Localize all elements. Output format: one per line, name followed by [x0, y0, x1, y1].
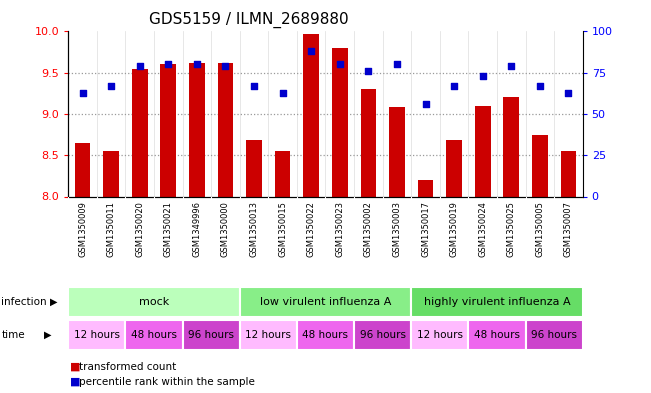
- Text: 12 hours: 12 hours: [74, 330, 120, 340]
- Point: [135, 63, 145, 69]
- Text: highly virulent influenza A: highly virulent influenza A: [424, 297, 570, 307]
- Bar: [446, 140, 462, 196]
- Bar: [104, 151, 119, 196]
- Text: GSM1350019: GSM1350019: [450, 201, 458, 257]
- Point: [477, 73, 488, 79]
- Text: ▶: ▶: [44, 330, 51, 340]
- Text: GSM1350022: GSM1350022: [307, 201, 316, 257]
- Point: [534, 83, 545, 89]
- Bar: [297, 320, 354, 350]
- Text: GDS5159 / ILMN_2689880: GDS5159 / ILMN_2689880: [148, 12, 348, 28]
- Text: ▶: ▶: [50, 297, 58, 307]
- Point: [392, 61, 402, 68]
- Text: GSM1350009: GSM1350009: [78, 201, 87, 257]
- Point: [506, 63, 516, 69]
- Bar: [132, 68, 148, 196]
- Bar: [332, 48, 348, 196]
- Point: [191, 61, 202, 68]
- Bar: [354, 320, 411, 350]
- Text: GSM1350013: GSM1350013: [249, 201, 258, 257]
- Text: 48 hours: 48 hours: [131, 330, 177, 340]
- Bar: [475, 106, 490, 196]
- Point: [220, 63, 230, 69]
- Bar: [246, 140, 262, 196]
- Text: GSM1350003: GSM1350003: [393, 201, 402, 257]
- Point: [335, 61, 345, 68]
- Text: GSM1350002: GSM1350002: [364, 201, 373, 257]
- Point: [449, 83, 459, 89]
- Bar: [217, 63, 233, 196]
- Text: mock: mock: [139, 297, 169, 307]
- Text: transformed count: transformed count: [79, 362, 176, 372]
- Text: 96 hours: 96 hours: [359, 330, 406, 340]
- Bar: [189, 63, 205, 196]
- Bar: [275, 151, 290, 196]
- Bar: [303, 34, 319, 197]
- Bar: [361, 89, 376, 196]
- Bar: [411, 286, 583, 317]
- Text: GSM1350021: GSM1350021: [164, 201, 173, 257]
- Text: 48 hours: 48 hours: [303, 330, 348, 340]
- Text: GSM1350000: GSM1350000: [221, 201, 230, 257]
- Text: GSM1349996: GSM1349996: [193, 201, 201, 257]
- Point: [306, 48, 316, 54]
- Bar: [68, 320, 126, 350]
- Bar: [561, 151, 576, 196]
- Point: [277, 89, 288, 95]
- Bar: [126, 320, 183, 350]
- Bar: [68, 286, 240, 317]
- Point: [363, 68, 374, 74]
- Text: GSM1350011: GSM1350011: [107, 201, 116, 257]
- Bar: [468, 320, 525, 350]
- Text: time: time: [1, 330, 25, 340]
- Text: GSM1350005: GSM1350005: [535, 201, 544, 257]
- Text: ■: ■: [70, 377, 81, 387]
- Text: 12 hours: 12 hours: [245, 330, 292, 340]
- Bar: [525, 320, 583, 350]
- Text: GSM1350017: GSM1350017: [421, 201, 430, 257]
- Text: GSM1350020: GSM1350020: [135, 201, 145, 257]
- Text: 96 hours: 96 hours: [188, 330, 234, 340]
- Text: low virulent influenza A: low virulent influenza A: [260, 297, 391, 307]
- Bar: [503, 97, 519, 196]
- Text: 12 hours: 12 hours: [417, 330, 463, 340]
- Text: infection: infection: [1, 297, 47, 307]
- Point: [163, 61, 174, 68]
- Point: [421, 101, 431, 107]
- Point: [249, 83, 259, 89]
- Bar: [532, 134, 547, 196]
- Bar: [418, 180, 434, 196]
- Bar: [411, 320, 468, 350]
- Text: GSM1350024: GSM1350024: [478, 201, 487, 257]
- Bar: [161, 64, 176, 196]
- Bar: [240, 320, 297, 350]
- Bar: [75, 143, 90, 196]
- Text: 48 hours: 48 hours: [474, 330, 520, 340]
- Bar: [389, 107, 405, 196]
- Bar: [240, 286, 411, 317]
- Text: GSM1350015: GSM1350015: [278, 201, 287, 257]
- Text: GSM1350023: GSM1350023: [335, 201, 344, 257]
- Text: GSM1350025: GSM1350025: [506, 201, 516, 257]
- Text: ■: ■: [70, 362, 81, 372]
- Point: [77, 89, 88, 95]
- Bar: [183, 320, 240, 350]
- Text: 96 hours: 96 hours: [531, 330, 577, 340]
- Point: [106, 83, 117, 89]
- Point: [563, 89, 574, 95]
- Text: percentile rank within the sample: percentile rank within the sample: [79, 377, 255, 387]
- Text: GSM1350007: GSM1350007: [564, 201, 573, 257]
